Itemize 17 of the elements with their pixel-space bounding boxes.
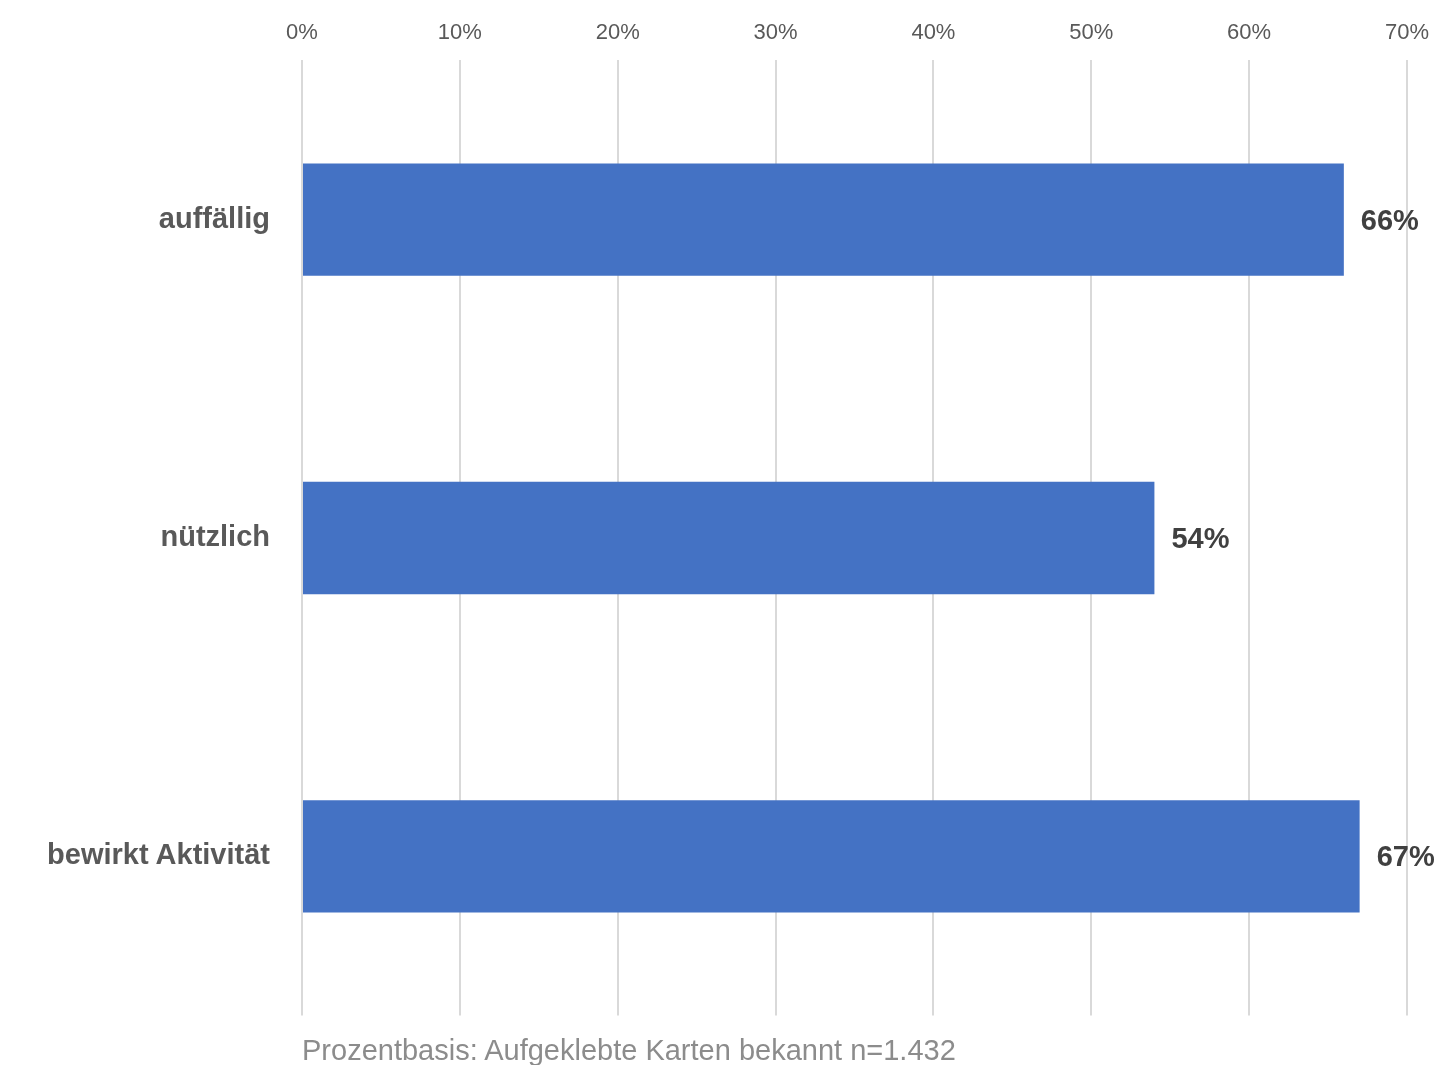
x-tick-label: 60% <box>1227 19 1272 45</box>
y-tick-label: bewirkt Aktivität <box>47 838 271 871</box>
data-label: 54% <box>1171 522 1230 554</box>
bar <box>303 163 1344 276</box>
bar <box>303 800 1360 913</box>
x-tick-label: 30% <box>753 19 798 45</box>
data-label: 66% <box>1360 203 1420 236</box>
y-tick-label: auffällig <box>158 201 270 234</box>
x-tick-label: 70% <box>1384 19 1430 45</box>
x-tick-label: 10% <box>437 19 482 45</box>
x-tick-label: 0% <box>286 19 318 45</box>
data-label: 67% <box>1376 840 1435 873</box>
y-tick-label: nützlich <box>160 520 270 552</box>
bar <box>303 481 1155 595</box>
x-tick-label: 40% <box>911 19 956 45</box>
x-tick-label: 20% <box>595 19 640 45</box>
x-tick-label: 50% <box>1069 19 1114 45</box>
